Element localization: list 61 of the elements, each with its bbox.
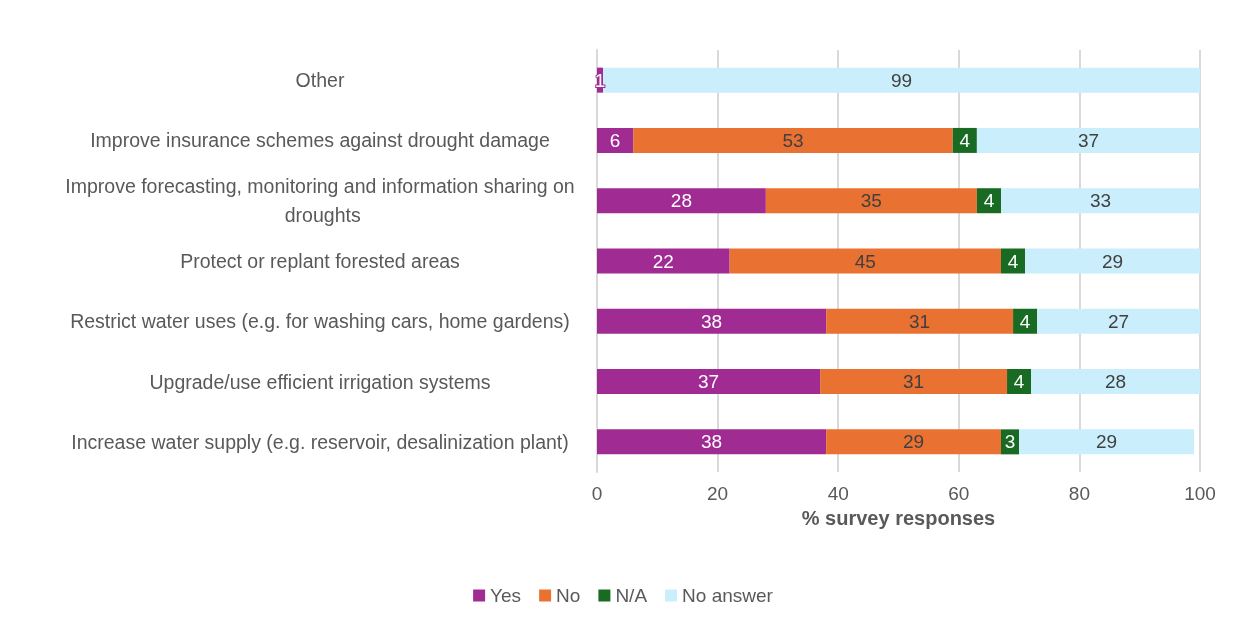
- data-label: 45: [854, 250, 876, 272]
- y-tick-label: Protect or replant forested areas: [180, 250, 461, 272]
- legend-label: Yes: [490, 585, 522, 606]
- data-label: 6: [609, 129, 621, 151]
- y-tick-label: Other: [295, 69, 345, 92]
- data-label: 4: [1007, 250, 1019, 272]
- bar: [1025, 248, 1200, 274]
- bar: [1037, 308, 1200, 334]
- bar: [597, 248, 730, 274]
- data-label: 22: [652, 250, 674, 272]
- data-label: 27: [1108, 310, 1130, 332]
- bar: [597, 369, 821, 395]
- x-tick-label: 80: [1068, 483, 1090, 504]
- data-label: 29: [903, 431, 925, 453]
- data-label: 37: [697, 371, 720, 393]
- bar: [765, 188, 977, 214]
- data-label: 29: [1095, 431, 1118, 453]
- y-tick-label: Restrict water uses (e.g. for washing cars, home gardens): [70, 310, 570, 333]
- data-label: 4: [983, 190, 995, 212]
- data-label: 4: [1013, 371, 1025, 393]
- data-label: 35: [860, 190, 882, 212]
- data-label: 99: [890, 69, 913, 91]
- bar: [1001, 188, 1200, 214]
- y-tick-label: Improve forecasting, monitoring and information sharing on droughts: [65, 175, 575, 227]
- data-label: 4: [1019, 310, 1031, 332]
- bar: [597, 188, 766, 214]
- x-tick-label: 100: [1184, 483, 1216, 504]
- bar: [826, 429, 1002, 455]
- data-label: 37: [1077, 129, 1100, 151]
- legend-label: N/A: [615, 585, 648, 606]
- y-tick-label: Improve insurance schemes against drought damage: [90, 129, 550, 152]
- x-tick-label: 20: [707, 483, 729, 504]
- data-label: 53: [782, 129, 804, 151]
- data-label: 3: [1004, 431, 1016, 453]
- x-axis-title: % survey responses: [801, 507, 996, 529]
- data-label: 33: [1089, 190, 1112, 212]
- bar: [820, 369, 1008, 395]
- legend-label: No answer: [682, 585, 774, 606]
- legend-label: No: [556, 585, 581, 606]
- bar: [603, 67, 1200, 93]
- data-label: 38: [701, 310, 723, 332]
- bar: [597, 308, 827, 334]
- data-label: 29: [1101, 250, 1124, 272]
- x-tick-label: 40: [827, 483, 849, 504]
- x-tick-label: 0: [591, 483, 603, 504]
- x-tick-label: 60: [948, 483, 970, 504]
- data-label: 31: [909, 310, 931, 332]
- data-label: 31: [903, 371, 925, 393]
- data-label: 38: [701, 431, 723, 453]
- y-tick-label: Upgrade/use efficient irrigation systems: [149, 370, 491, 393]
- y-tick-label: Increase water supply (e.g. reservoir, desalinization plant): [71, 430, 569, 453]
- bar: [826, 308, 1014, 334]
- bar: [633, 127, 953, 153]
- bar: [976, 127, 1200, 153]
- bar: [597, 429, 827, 455]
- bar: [729, 248, 1002, 274]
- data-label: 28: [1105, 371, 1127, 393]
- bar: [1019, 429, 1194, 455]
- data-label: 4: [959, 129, 971, 151]
- data-label: 28: [670, 190, 692, 212]
- bar: [1031, 369, 1200, 395]
